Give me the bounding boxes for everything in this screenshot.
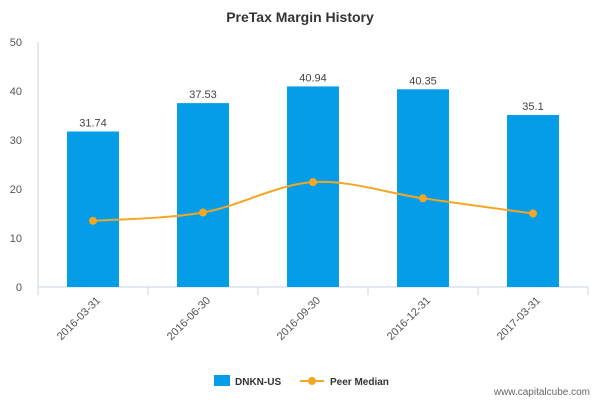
- bar-value-labels: 31.74 37.53 40.94 40.35 35.1: [79, 72, 543, 129]
- legend-label-bar: DNKN-US: [235, 377, 281, 388]
- x-tick-label: 2016-06-30: [165, 295, 213, 343]
- peer-median-point: [199, 208, 207, 217]
- bar: [287, 86, 339, 287]
- bar: [177, 103, 229, 287]
- bar: [67, 131, 119, 287]
- bar-series: [67, 86, 559, 287]
- legend: DNKN-US Peer Median: [214, 375, 389, 388]
- line-series: [89, 178, 537, 225]
- bar-value-label: 37.53: [189, 89, 217, 101]
- legend-swatch-marker: [308, 377, 316, 385]
- bar-value-label: 31.74: [79, 117, 107, 129]
- peer-median-point: [419, 194, 427, 203]
- bar: [397, 89, 449, 287]
- x-tick-label: 2017-03-31: [495, 295, 543, 343]
- y-tick-label: 40: [10, 86, 22, 98]
- y-tick-label: 20: [10, 184, 22, 196]
- bar-value-label: 40.94: [299, 72, 327, 84]
- y-tick-label: 50: [10, 37, 22, 49]
- peer-median-point: [309, 178, 317, 187]
- peer-median-point: [529, 209, 537, 218]
- x-tick-label: 2016-09-30: [275, 295, 323, 343]
- y-tick-label: 10: [10, 233, 22, 245]
- bar-value-label: 35.1: [522, 101, 543, 113]
- peer-median-point: [89, 216, 97, 225]
- x-tick-label: 2016-12-31: [385, 295, 433, 343]
- bar-value-label: 40.35: [409, 75, 437, 87]
- source-credit: www.capitalcube.com: [493, 387, 590, 398]
- bar: [507, 115, 559, 287]
- legend-label-line: Peer Median: [330, 377, 389, 388]
- chart-title: PreTax Margin History: [226, 9, 374, 25]
- legend-swatch-bar: [214, 375, 230, 386]
- x-tick-label: 2016-03-31: [55, 295, 103, 343]
- y-axis: 0 10 20 30 40 50: [10, 37, 39, 294]
- y-tick-label: 0: [16, 282, 22, 294]
- x-axis: 2016-03-31 2016-06-30 2016-09-30 2016-12-31…: [37, 286, 589, 343]
- y-tick-label: 30: [10, 135, 22, 147]
